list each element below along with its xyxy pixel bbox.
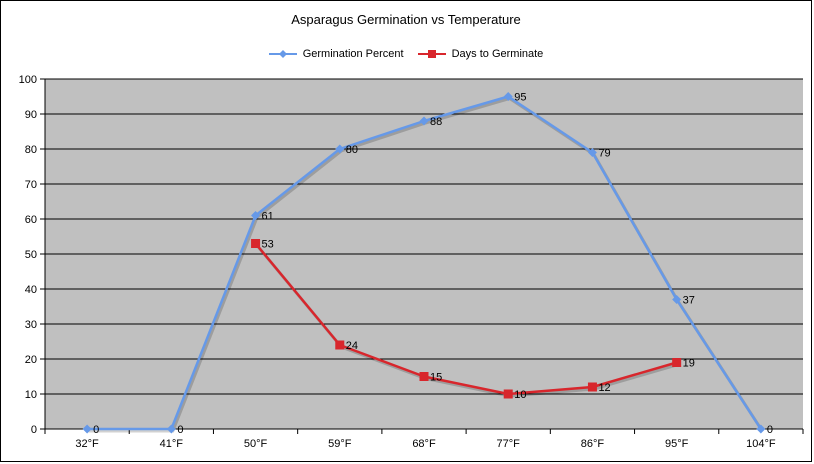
data-label-germination-percent: 80 — [346, 144, 358, 156]
x-tick-label: 95°F — [665, 438, 689, 450]
x-tick-label: 50°F — [244, 438, 268, 450]
data-label-germination-percent: 88 — [430, 116, 442, 128]
legend-item-germination-percent: Germination Percent — [268, 48, 404, 60]
data-point-days-to-germinate — [503, 389, 513, 399]
legend-marker-days-to-germinate — [417, 50, 446, 58]
y-tick-label: 40 — [25, 284, 37, 296]
x-tick-label: 68°F — [412, 438, 436, 450]
chart-legend: Germination Percent Days to Germinate — [1, 48, 811, 60]
x-tick-label: 77°F — [497, 438, 521, 450]
chart-title: Asparagus Germination vs Temperature — [291, 12, 521, 27]
legend-label-days-to-germinate: Days to Germinate — [451, 48, 544, 60]
data-point-days-to-germinate — [587, 382, 597, 392]
data-point-days-to-germinate — [335, 340, 345, 350]
x-tick-label: 32°F — [75, 438, 99, 450]
x-tick-label: 59°F — [328, 438, 352, 450]
x-tick-label: 104°F — [746, 438, 776, 450]
data-point-germination-percent — [166, 424, 176, 434]
data-label-germination-percent: 0 — [767, 424, 773, 436]
y-tick-label: 60 — [25, 214, 37, 226]
legend-marker-germination-percent — [268, 50, 297, 58]
y-tick-label: 30 — [25, 319, 37, 331]
data-label-days-to-germinate: 10 — [514, 389, 526, 401]
data-label-germination-percent: 61 — [262, 211, 274, 223]
data-point-germination-percent — [503, 92, 513, 101]
x-tick-label: 41°F — [160, 438, 184, 450]
y-tick-label: 80 — [25, 144, 37, 156]
y-tick-label: 20 — [25, 354, 37, 366]
y-tick-label: 70 — [25, 179, 37, 191]
data-point-days-to-germinate — [672, 358, 682, 367]
data-label-germination-percent: 95 — [514, 92, 526, 104]
y-tick-label: 50 — [25, 249, 37, 261]
data-label-days-to-germinate: 19 — [683, 358, 695, 370]
data-label-days-to-germinate: 15 — [430, 372, 442, 384]
data-label-days-to-germinate: 53 — [262, 239, 274, 251]
y-tick-label: 90 — [25, 109, 37, 121]
x-tick-label: 86°F — [581, 438, 605, 450]
data-label-germination-percent: 0 — [93, 424, 99, 436]
data-label-days-to-germinate: 12 — [598, 382, 610, 394]
data-point-days-to-germinate — [251, 239, 261, 248]
data-point-germination-percent — [672, 295, 682, 304]
y-tick-label: 0 — [31, 424, 37, 436]
legend-item-days-to-germinate: Days to Germinate — [417, 48, 544, 60]
legend-label-germination-percent: Germination Percent — [302, 48, 404, 60]
data-label-germination-percent: 79 — [598, 148, 610, 160]
series-line-days-to-germinate — [254, 242, 678, 396]
data-point-germination-percent — [82, 424, 92, 434]
data-label-germination-percent: 0 — [177, 424, 183, 436]
data-label-days-to-germinate: 24 — [346, 340, 358, 352]
y-tick-label: 10 — [25, 389, 37, 401]
data-point-germination-percent — [756, 424, 766, 434]
data-point-days-to-germinate — [419, 372, 429, 381]
data-point-germination-percent — [335, 144, 345, 154]
y-tick-label: 100 — [19, 74, 37, 86]
data-point-germination-percent — [419, 116, 429, 126]
data-point-germination-percent — [587, 148, 597, 157]
data-point-germination-percent — [251, 211, 261, 220]
data-label-germination-percent: 37 — [683, 295, 695, 307]
